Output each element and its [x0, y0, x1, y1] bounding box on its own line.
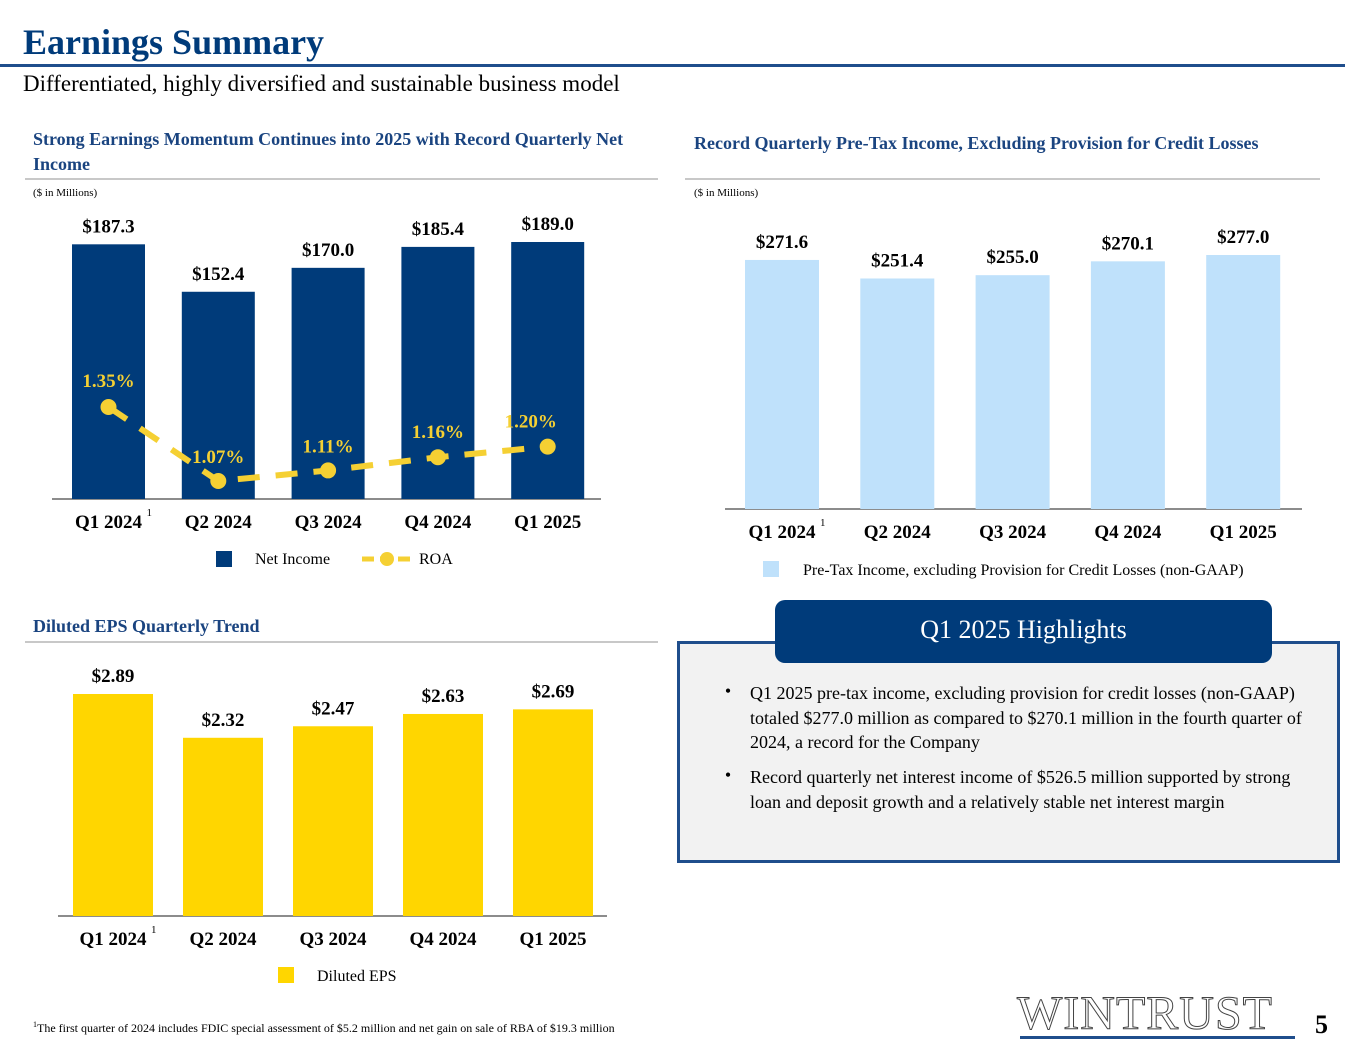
- footnote-text: The first quarter of 2024 includes FDIC …: [37, 1021, 615, 1035]
- roa-point: [210, 473, 227, 489]
- bar-value-label: $271.6: [756, 232, 808, 253]
- pretax-section-divider: [685, 178, 1320, 180]
- page-subtitle: Differentiated, highly diversified and s…: [23, 71, 620, 96]
- page-title: Earnings Summary: [23, 22, 325, 62]
- bar-q2-2024: [183, 737, 263, 916]
- bar-q2-2024: [860, 278, 935, 509]
- highlight-item: • Record quarterly net interest income o…: [708, 765, 1337, 849]
- legend-label: Net Income: [255, 551, 330, 568]
- legend-swatch-pretax: [763, 561, 779, 577]
- roa-value-label: 1.35%: [82, 371, 134, 392]
- x-tick-label: Q1 2024: [748, 522, 816, 543]
- bar-value-label: $187.3: [82, 216, 134, 237]
- roa-point: [320, 462, 337, 479]
- footnote-superscript: 1: [820, 517, 826, 529]
- legend-roa-marker: [380, 552, 394, 566]
- bar-q1-2024: [72, 244, 145, 499]
- x-tick-label: Q2 2024: [189, 929, 257, 950]
- bar-q1-2024: [73, 694, 153, 916]
- bar-value-label: $185.4: [412, 219, 465, 240]
- bar-value-label: $2.63: [422, 686, 465, 707]
- bar-value-label: $2.69: [532, 681, 575, 702]
- x-tick-label: Q3 2024: [295, 512, 363, 533]
- pretax-legend: Pre-Tax Income, excluding Provision for …: [763, 561, 1244, 579]
- bar-value-label: $2.32: [202, 710, 245, 731]
- legend-label: ROA: [419, 551, 453, 568]
- x-tick-label: Q1 2024: [79, 929, 147, 950]
- roa-value-label: 1.11%: [302, 436, 353, 457]
- bar-q1-2025: [511, 242, 585, 499]
- bar-q3-2024: [293, 726, 373, 916]
- legend-swatch-eps: [278, 967, 294, 983]
- bar-q2-2024: [181, 291, 255, 499]
- net-income-legend: Net Income ROA: [216, 551, 453, 568]
- eps-legend: Diluted EPS: [278, 967, 397, 985]
- bar-q1-2025: [1206, 255, 1281, 509]
- pretax-chart-title: Record Quarterly Pre-Tax Income, Excludi…: [694, 133, 1259, 153]
- roa-point: [429, 449, 446, 466]
- legend-swatch-net-income: [216, 551, 232, 567]
- highlights-title: Q1 2025 Highlights: [775, 600, 1272, 663]
- bar-q3-2024: [975, 275, 1050, 509]
- x-tick-label: Q1 2025: [514, 512, 581, 533]
- x-tick-label: Q2 2024: [185, 512, 253, 533]
- bar-value-label: $189.0: [522, 214, 574, 235]
- bar-value-label: $2.47: [312, 698, 355, 719]
- bar-value-label: $251.4: [871, 250, 924, 271]
- bar-q1-2025: [513, 709, 593, 916]
- bullet-icon: •: [724, 765, 732, 785]
- eps-section-divider: [25, 641, 658, 643]
- roa-value-label: 1.07%: [192, 447, 244, 468]
- roa-point: [539, 438, 556, 455]
- x-tick-label: Q4 2024: [1094, 522, 1162, 543]
- net-income-units-note: ($ in Millions): [33, 187, 98, 199]
- diluted-eps-chart: $2.89 Q1 2024 1 $2.32 Q2 2024 $2.47 Q3 2024 $2.…: [58, 666, 607, 985]
- net-income-chart-title: Strong Earnings Momentum Continues into …: [33, 129, 624, 174]
- x-tick-label: Q4 2024: [404, 512, 472, 533]
- x-tick-label: Q2 2024: [864, 522, 932, 543]
- bar-value-label: $270.1: [1102, 233, 1154, 254]
- pretax-income-chart: $271.6 Q1 2024 1 $251.4 Q2 2024 $255.0 Q3 2024…: [725, 227, 1302, 579]
- bar-value-label: $170.0: [302, 240, 354, 261]
- roa-point: [100, 399, 117, 415]
- bar-value-label: $152.4: [192, 264, 245, 285]
- bar-q4-2024: [1090, 261, 1165, 509]
- legend-label: Diluted EPS: [317, 968, 397, 985]
- page-number: 5: [1315, 1010, 1328, 1039]
- footnote: 1The first quarter of 2024 includes FDIC…: [33, 1020, 615, 1036]
- bar-q4-2024: [403, 713, 483, 916]
- footnote-marker: 1: [33, 1020, 37, 1029]
- bar-q3-2024: [291, 267, 365, 499]
- bullet-icon: •: [724, 681, 732, 701]
- logo-underline: [1020, 1036, 1295, 1039]
- highlight-text: Q1 2025 pre-tax income, excluding provis…: [750, 683, 1302, 752]
- x-tick-label: Q4 2024: [409, 929, 477, 950]
- net-income-section-divider: [25, 178, 658, 180]
- bar-q1-2024: [745, 259, 819, 509]
- x-tick-label: Q3 2024: [299, 929, 367, 950]
- title-divider: [0, 64, 1345, 67]
- bar-value-label: $255.0: [986, 247, 1038, 268]
- x-tick-label: Q1 2024: [75, 512, 143, 533]
- highlight-text: Record quarterly net interest income of …: [750, 767, 1291, 812]
- bar-value-label: $2.89: [92, 666, 135, 687]
- roa-value-label: 1.16%: [412, 422, 464, 443]
- bar-value-label: $277.0: [1217, 227, 1269, 248]
- wintrust-logo: WINTRUST: [1017, 987, 1273, 1040]
- footnote-superscript: 1: [151, 924, 157, 936]
- net-income-chart: $187.3 Q1 2024 1 $152.4 Q2 2024 $170.0 Q3 2024…: [52, 214, 601, 568]
- highlights-panel: • Q1 2025 pre-tax income, excluding prov…: [677, 641, 1340, 863]
- highlight-item: • Q1 2025 pre-tax income, excluding prov…: [708, 681, 1337, 765]
- x-tick-label: Q3 2024: [979, 522, 1047, 543]
- pretax-units-note: ($ in Millions): [694, 187, 759, 199]
- x-tick-label: Q1 2025: [519, 929, 586, 950]
- legend-label: Pre-Tax Income, excluding Provision for …: [803, 562, 1244, 579]
- footnote-superscript: 1: [147, 507, 153, 519]
- x-tick-label: Q1 2025: [1210, 522, 1277, 543]
- roa-value-label: 1.20%: [505, 412, 557, 433]
- eps-chart-title: Diluted EPS Quarterly Trend: [33, 616, 260, 636]
